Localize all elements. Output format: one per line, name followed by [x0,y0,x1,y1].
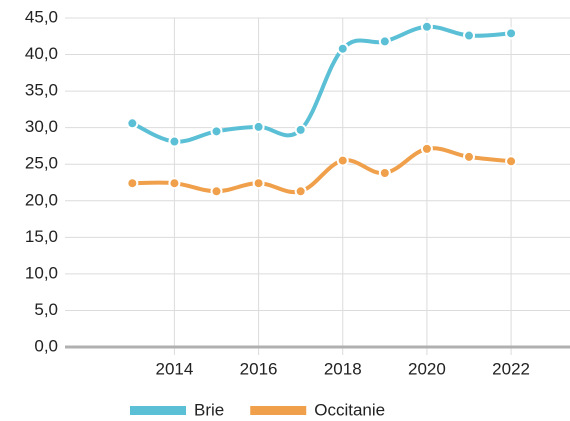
y-tick-label: 20,0 [25,190,58,209]
x-tick-label: 2016 [240,359,278,378]
point [294,185,307,198]
y-tick-label: 25,0 [25,154,58,173]
y-tick-label: 45,0 [25,7,58,26]
y-tick-label: 10,0 [25,263,58,282]
y-tick-label: 5,0 [34,300,58,319]
point [420,20,433,33]
point [252,177,265,190]
y-tick-label: 40,0 [25,44,58,63]
point [336,42,349,55]
x-tick-label: 2020 [408,359,446,378]
point [420,142,433,155]
point [463,150,475,163]
point [210,125,223,138]
line [131,24,512,144]
legend-swatch [130,406,186,415]
point [168,177,181,190]
legend-label: Occitanie [314,400,385,419]
point [126,117,139,130]
point [378,35,391,48]
y-tick-label: 15,0 [25,227,58,246]
x-tick-label: 2014 [156,359,194,378]
x-tick-label: 2022 [492,359,530,378]
point [463,29,475,42]
point [505,155,518,168]
y-tick-label: 35,0 [25,81,58,100]
line [132,146,512,195]
point [126,177,139,190]
point [252,120,265,133]
legend-swatch [250,406,307,415]
point [294,123,307,136]
point [378,166,391,179]
point [210,185,223,198]
point [336,154,349,167]
legend-label: Brie [194,400,224,419]
point [505,27,518,40]
y-tick-label: 0,0 [34,336,58,355]
x-tick-label: 2018 [324,359,362,378]
y-tick-label: 30,0 [25,117,58,136]
point [168,135,181,148]
